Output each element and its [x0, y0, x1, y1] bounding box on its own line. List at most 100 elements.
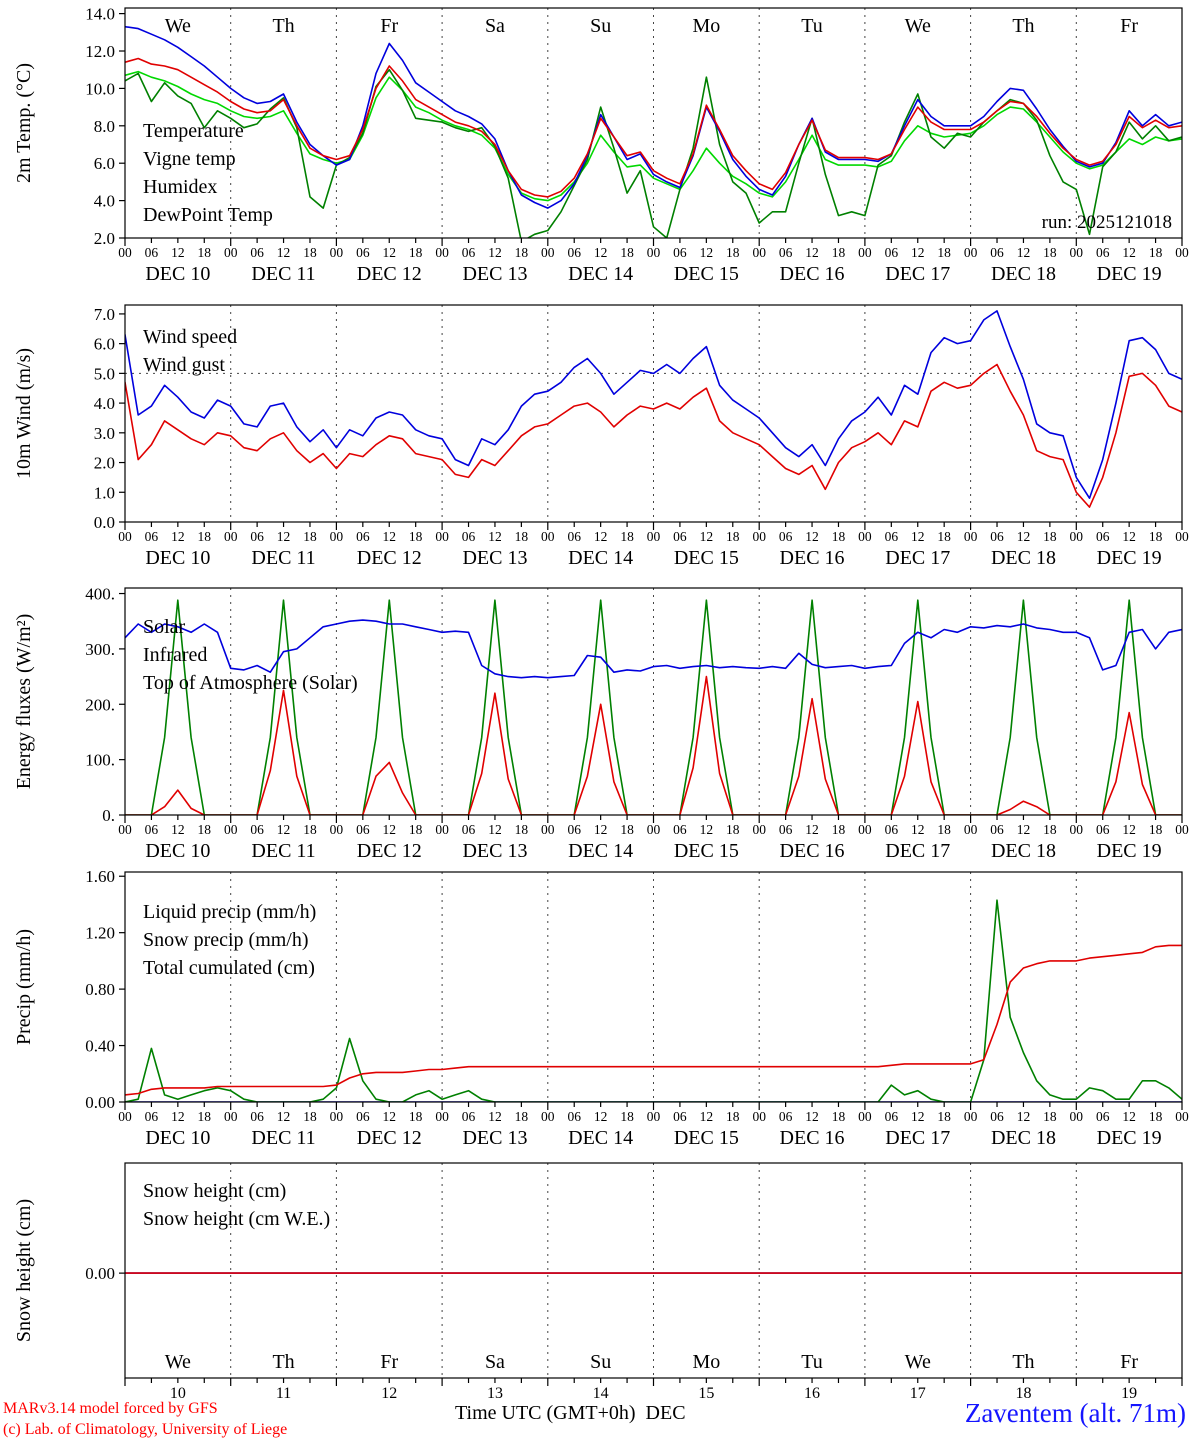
day-name-label: Th: [272, 1351, 294, 1373]
series-humidex: [125, 25, 1182, 209]
panel-frame: [124, 304, 1183, 523]
hour-tick-label: 00: [752, 529, 766, 544]
hour-tick-label: 06: [462, 1109, 476, 1124]
series-temperature: [125, 57, 1182, 198]
date-label: DEC 14: [568, 840, 633, 862]
run-label: run: 2025121018: [1042, 212, 1172, 233]
legend-energy-fluxes-2: Top of Atmosphere (Solar): [143, 672, 358, 694]
series-liquid-precip: [125, 899, 1182, 1102]
hour-tick-label: 12: [171, 822, 185, 837]
date-label: DEC 10: [145, 1127, 210, 1149]
hour-tick-label: 06: [1096, 1109, 1110, 1124]
hour-tick-label: 12: [700, 1109, 714, 1124]
hour-tick-label: 06: [885, 1109, 899, 1124]
hour-tick-label: 06: [145, 822, 159, 837]
hour-tick-label: 00: [118, 245, 132, 260]
hour-tick-label: 00: [224, 822, 238, 837]
hour-tick-label: 06: [673, 822, 687, 837]
hour-tick-label: 18: [1043, 1109, 1057, 1124]
hour-tick-label: 06: [990, 245, 1004, 260]
y-tick-label: 7.0: [94, 305, 115, 324]
legend-wind-0: Wind speed: [143, 326, 237, 348]
hour-tick-label: 12: [594, 822, 608, 837]
hour-tick-label: 12: [488, 529, 502, 544]
hour-tick-label: 00: [224, 245, 238, 260]
hour-tick-label: 12: [594, 245, 608, 260]
panel-temperature: 14.012.010.08.06.04.02.000 06 12 18 00 06 12 18…: [13, 5, 1189, 285]
legend-temperature-1: Vigne temp: [143, 148, 236, 170]
hour-tick-label: 06: [779, 1109, 793, 1124]
day-number-label: 18: [1015, 1385, 1031, 1402]
hour-tick-label: 12: [594, 529, 608, 544]
hour-tick-label: 06: [356, 245, 370, 260]
date-label: DEC 15: [674, 840, 739, 862]
hour-tick-label: 06: [885, 822, 899, 837]
hour-tick-label: 00: [858, 822, 872, 837]
date-label: DEC 17: [885, 263, 950, 285]
hour-tick-label: 06: [990, 822, 1004, 837]
hour-tick-label: 12: [805, 529, 819, 544]
hour-tick-label: 18: [515, 1109, 529, 1124]
hour-tick-label: 18: [726, 529, 740, 544]
hour-tick-label: 00: [647, 245, 661, 260]
series-dewpoint-temp: [125, 70, 1182, 202]
date-label: DEC 18: [991, 840, 1056, 862]
hour-tick-label: 06: [250, 822, 264, 837]
hour-tick-label: 12: [488, 1109, 502, 1124]
hour-tick-label: 00: [858, 245, 872, 260]
hour-tick-label: 12: [171, 529, 185, 544]
hour-tick-label: 12: [488, 822, 502, 837]
day-name-label: We: [905, 1351, 931, 1373]
hour-tick-label: 12: [277, 245, 291, 260]
hour-tick-label: 06: [885, 529, 899, 544]
hour-tick-label: 00: [647, 529, 661, 544]
y-axis-title: Energy fluxes (W/m²): [13, 614, 35, 790]
hour-tick-label: 12: [911, 245, 925, 260]
hour-tick-label: 00: [752, 1109, 766, 1124]
panel-wind: 7.06.05.04.03.02.01.00.000 06 12 18 00 06 12 18…: [13, 304, 1189, 569]
hour-tick-label: 18: [1149, 245, 1163, 260]
date-label: DEC 17: [885, 1127, 950, 1149]
day-name-label: Mo: [692, 15, 720, 37]
legend-temperature-2: Humidex: [143, 176, 217, 198]
hour-tick-label: 00: [1070, 1109, 1084, 1124]
hour-tick-label: 06: [885, 245, 899, 260]
date-label: DEC 16: [780, 840, 845, 862]
hour-tick-label: 00: [435, 822, 449, 837]
hour-tick-label: 18: [303, 529, 317, 544]
date-label: DEC 16: [780, 1127, 845, 1149]
hour-tick-label: 06: [990, 529, 1004, 544]
y-tick-label: 0.40: [85, 1037, 115, 1056]
hour-tick-label: 18: [1043, 822, 1057, 837]
hour-tick-label: 00: [224, 529, 238, 544]
hour-tick-label: 06: [145, 245, 159, 260]
hour-tick-label: 12: [805, 822, 819, 837]
y-tick-label: 0.80: [85, 980, 115, 999]
hour-tick-label: 00: [330, 245, 344, 260]
day-name-label: Th: [272, 15, 294, 37]
legend-temperature-3: DewPoint Temp: [143, 204, 273, 226]
model-credit: MARv3.14 model forced by GFS (c) Lab. of…: [3, 1398, 287, 1440]
day-name-label: Fr: [380, 15, 398, 37]
hour-tick-label: 12: [1017, 245, 1031, 260]
hour-tick-label: 18: [198, 1109, 212, 1124]
y-tick-label: 6.0: [94, 154, 115, 173]
date-label: DEC 19: [1097, 547, 1162, 569]
date-label: DEC 11: [251, 263, 315, 285]
hour-tick-label: 12: [911, 529, 925, 544]
hour-tick-label: 12: [1122, 1109, 1136, 1124]
legend-precip-1: Snow precip (mm/h): [143, 929, 309, 951]
day-name-label: Tu: [801, 15, 823, 37]
hour-tick-label: 18: [937, 529, 951, 544]
panel-energy-fluxes: 400.300.200.100.0.00 06 12 18 00 06 12 18 00 06 12…: [13, 585, 1189, 862]
date-label: DEC 19: [1097, 263, 1162, 285]
hour-tick-label: 00: [1175, 822, 1189, 837]
hour-tick-label: 12: [1017, 529, 1031, 544]
date-label: DEC 15: [674, 263, 739, 285]
day-name-label: Sa: [485, 1351, 505, 1373]
date-label: DEC 11: [251, 1127, 315, 1149]
hour-tick-label: 00: [224, 1109, 238, 1124]
day-number-label: 19: [1121, 1385, 1137, 1402]
hour-tick-label: 06: [779, 822, 793, 837]
